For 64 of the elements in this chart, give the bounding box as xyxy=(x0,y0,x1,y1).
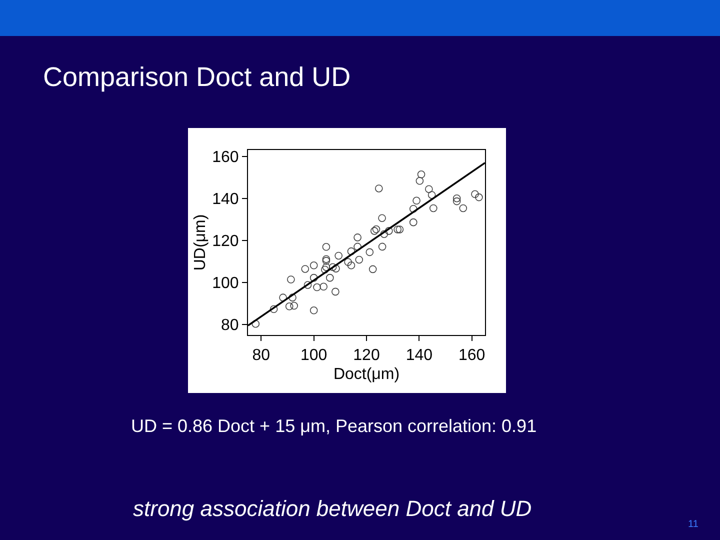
y-tick-label: 120 xyxy=(212,233,239,250)
y-tick-label: 160 xyxy=(212,148,239,166)
point xyxy=(310,306,318,314)
point xyxy=(270,305,278,314)
point xyxy=(287,276,295,284)
point xyxy=(313,283,321,292)
point xyxy=(378,242,386,251)
point xyxy=(368,265,377,274)
point xyxy=(428,191,436,199)
y-axis-title: UD(μm) xyxy=(192,214,209,271)
point xyxy=(412,196,420,205)
point xyxy=(320,282,328,291)
point xyxy=(322,243,330,251)
point xyxy=(429,204,438,212)
x-tick-label: 160 xyxy=(458,347,486,364)
point xyxy=(380,230,388,238)
x-axis-title: Doct(μm) xyxy=(333,366,400,383)
point xyxy=(310,262,318,270)
point xyxy=(394,226,402,234)
point xyxy=(354,234,362,242)
point xyxy=(290,302,298,310)
point xyxy=(344,258,352,266)
point xyxy=(310,274,318,282)
point xyxy=(378,214,386,222)
point xyxy=(355,256,364,264)
point xyxy=(471,190,479,198)
text: UD = 0.86 Doct + 15 μm, Pearson correlation: 0.91 xyxy=(131,416,537,437)
point xyxy=(326,274,334,282)
point xyxy=(334,252,342,260)
y-tick-label: 80 xyxy=(221,317,239,334)
point xyxy=(374,184,383,192)
point xyxy=(304,281,312,289)
point xyxy=(459,204,468,212)
point xyxy=(370,227,378,235)
point xyxy=(347,262,356,270)
point xyxy=(384,227,393,235)
point xyxy=(372,225,380,234)
point xyxy=(396,226,404,234)
x-tick-label: 100 xyxy=(300,347,328,364)
point xyxy=(475,193,483,202)
chart-title: Comparison Doct and UD xyxy=(43,62,351,93)
y-tick-label: 100 xyxy=(212,275,239,292)
point xyxy=(417,170,426,178)
point xyxy=(425,185,433,193)
point xyxy=(328,263,337,271)
y-tick-label: 140 xyxy=(212,190,239,208)
point xyxy=(285,302,294,310)
point xyxy=(409,204,418,213)
point xyxy=(452,197,461,206)
text: 11 xyxy=(688,519,698,530)
point xyxy=(288,294,296,302)
point xyxy=(301,265,310,273)
point xyxy=(409,218,418,226)
point xyxy=(332,288,340,296)
point xyxy=(322,263,330,271)
point xyxy=(347,247,356,256)
point xyxy=(416,177,424,185)
x-tick-label: 120 xyxy=(353,347,380,364)
point xyxy=(366,248,374,256)
x-tick-label: 140 xyxy=(406,347,433,364)
x-tick-label: 80 xyxy=(252,347,270,364)
text: strong association between Doct and UD xyxy=(133,496,532,522)
point xyxy=(452,194,461,202)
point xyxy=(320,266,329,274)
